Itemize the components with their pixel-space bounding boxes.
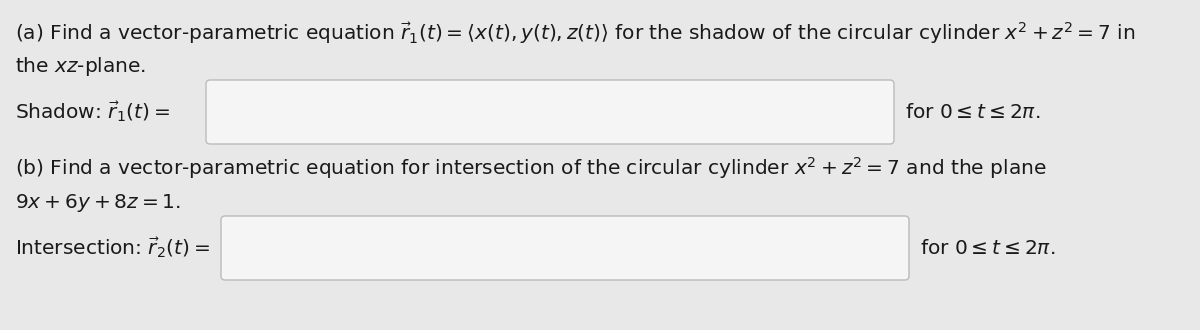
Text: the $xz$-plane.: the $xz$-plane.	[14, 55, 146, 78]
Text: for $0 \leq t \leq 2\pi$.: for $0 \leq t \leq 2\pi$.	[920, 239, 1055, 257]
Text: (b) Find a vector-parametric equation for intersection of the circular cylinder : (b) Find a vector-parametric equation fo…	[14, 155, 1046, 181]
Text: (a) Find a vector-parametric equation $\vec{r}_1(t) = \langle x(t), y(t), z(t)\r: (a) Find a vector-parametric equation $\…	[14, 20, 1135, 46]
Text: Intersection: $\vec{r}_2(t) =$: Intersection: $\vec{r}_2(t) =$	[14, 236, 210, 260]
FancyBboxPatch shape	[221, 216, 910, 280]
Text: for $0 \leq t \leq 2\pi$.: for $0 \leq t \leq 2\pi$.	[905, 103, 1040, 121]
Text: $9x + 6y + 8z = 1$.: $9x + 6y + 8z = 1$.	[14, 192, 181, 214]
Text: Shadow: $\vec{r}_1(t) =$: Shadow: $\vec{r}_1(t) =$	[14, 100, 170, 124]
FancyBboxPatch shape	[206, 80, 894, 144]
